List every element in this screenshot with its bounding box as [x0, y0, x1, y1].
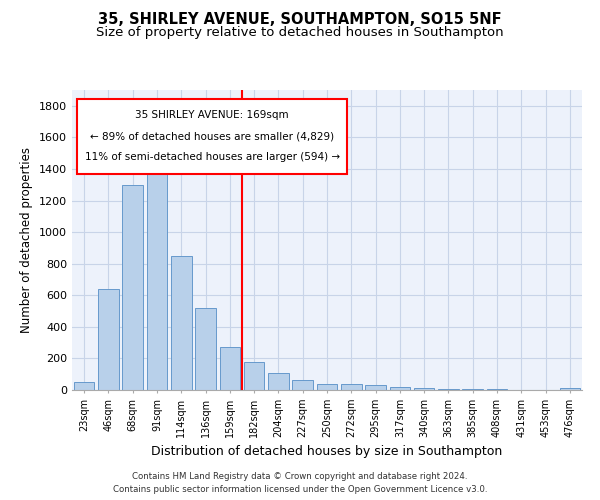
Text: Contains public sector information licensed under the Open Government Licence v3: Contains public sector information licen…	[113, 485, 487, 494]
Bar	[487, 389, 508, 390]
Bar	[389, 387, 410, 390]
Bar	[560, 388, 580, 390]
Bar	[220, 346, 240, 390]
X-axis label: Distribution of detached houses by size in Southampton: Distribution of detached houses by size …	[151, 446, 503, 458]
Bar	[244, 362, 265, 390]
Text: 11% of semi-detached houses are larger (594) →: 11% of semi-detached houses are larger (…	[85, 152, 340, 162]
Bar	[122, 184, 143, 390]
Bar	[268, 374, 289, 390]
Bar	[146, 174, 167, 390]
Bar	[171, 256, 191, 390]
Y-axis label: Number of detached properties: Number of detached properties	[20, 147, 34, 333]
Text: 35 SHIRLEY AVENUE: 169sqm: 35 SHIRLEY AVENUE: 169sqm	[136, 110, 289, 120]
Text: ← 89% of detached houses are smaller (4,829): ← 89% of detached houses are smaller (4,…	[90, 132, 334, 141]
FancyBboxPatch shape	[77, 99, 347, 174]
Bar	[195, 308, 216, 390]
Text: Contains HM Land Registry data © Crown copyright and database right 2024.: Contains HM Land Registry data © Crown c…	[132, 472, 468, 481]
Bar	[317, 384, 337, 390]
Bar	[414, 388, 434, 390]
Bar	[438, 388, 459, 390]
Text: 35, SHIRLEY AVENUE, SOUTHAMPTON, SO15 5NF: 35, SHIRLEY AVENUE, SOUTHAMPTON, SO15 5N…	[98, 12, 502, 28]
Bar	[365, 386, 386, 390]
Bar	[74, 382, 94, 390]
Bar	[292, 380, 313, 390]
Text: Size of property relative to detached houses in Southampton: Size of property relative to detached ho…	[96, 26, 504, 39]
Bar	[341, 384, 362, 390]
Bar	[98, 289, 119, 390]
Bar	[463, 388, 483, 390]
